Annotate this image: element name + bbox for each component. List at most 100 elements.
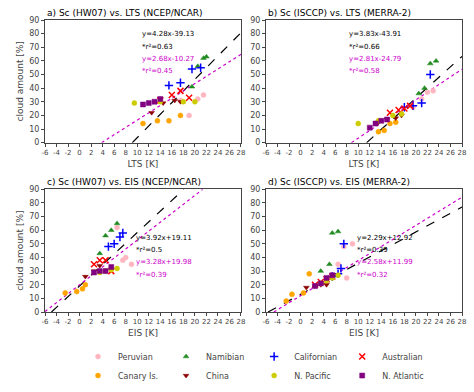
svg-text:28: 28: [458, 318, 467, 326]
svg-text:80: 80: [250, 199, 260, 208]
svg-text:China: China: [206, 372, 229, 381]
svg-text:12: 12: [365, 318, 374, 326]
svg-text:24: 24: [434, 318, 443, 326]
svg-text:20: 20: [411, 149, 420, 157]
svg-text:0: 0: [77, 149, 81, 157]
svg-text:cloud amount [%]: cloud amount [%]: [15, 210, 25, 290]
svg-text:0: 0: [255, 138, 260, 147]
svg-text:8: 8: [344, 318, 348, 326]
svg-text:90: 90: [250, 16, 260, 25]
svg-text:18: 18: [400, 149, 409, 157]
svg-text:10: 10: [354, 318, 363, 326]
svg-text:8: 8: [123, 149, 127, 157]
svg-text:Californian: Californian: [294, 353, 337, 362]
svg-text:LTS [K]: LTS [K]: [349, 159, 380, 169]
svg-text:y=3.28x+19.98: y=3.28x+19.98: [136, 258, 192, 266]
svg-text:20: 20: [250, 111, 260, 120]
svg-text:18: 18: [400, 318, 409, 326]
svg-text:*r²=0.39: *r²=0.39: [136, 271, 167, 279]
svg-text:*r²=0.66: *r²=0.66: [349, 43, 380, 51]
svg-text:-2: -2: [286, 318, 293, 326]
svg-text:14: 14: [377, 149, 386, 157]
svg-text:0: 0: [255, 308, 260, 317]
svg-text:Australian: Australian: [382, 353, 422, 362]
svg-text:12: 12: [144, 318, 153, 326]
svg-text:-2: -2: [286, 149, 293, 157]
svg-text:0: 0: [34, 138, 39, 147]
svg-text:-2: -2: [65, 318, 72, 326]
svg-text:30: 30: [250, 98, 260, 107]
svg-text:30: 30: [29, 267, 39, 276]
svg-text:4: 4: [321, 318, 326, 326]
svg-text:*r²=0.39: *r²=0.39: [357, 246, 388, 254]
svg-text:y=3.92x+19.11: y=3.92x+19.11: [136, 234, 192, 242]
svg-text:10: 10: [133, 318, 142, 326]
svg-text:70: 70: [250, 212, 260, 221]
svg-text:y=2.58x+11.99: y=2.58x+11.99: [357, 258, 413, 266]
svg-text:26: 26: [446, 149, 455, 157]
svg-text:6: 6: [112, 318, 117, 326]
svg-text:6: 6: [333, 149, 338, 157]
svg-text:26: 26: [225, 318, 234, 326]
svg-text:*r²=0.5: *r²=0.5: [136, 246, 162, 254]
svg-text:c) Sc (HW07) vs. EIS (NCEP/NCA: c) Sc (HW07) vs. EIS (NCEP/NCAR): [47, 177, 201, 187]
svg-text:24: 24: [213, 149, 222, 157]
svg-text:0: 0: [298, 318, 302, 326]
svg-text:40: 40: [250, 253, 260, 262]
svg-text:20: 20: [190, 318, 199, 326]
svg-text:4: 4: [100, 318, 105, 326]
svg-text:28: 28: [237, 149, 246, 157]
svg-text:18: 18: [179, 318, 188, 326]
svg-text:70: 70: [250, 43, 260, 52]
svg-text:EIS [K]: EIS [K]: [349, 328, 379, 338]
svg-text:40: 40: [29, 84, 39, 93]
svg-text:a) Sc (HW07) vs. LTS (NCEP/NCA: a) Sc (HW07) vs. LTS (NCEP/NCAR): [47, 8, 203, 18]
svg-text:20: 20: [411, 318, 420, 326]
svg-text:8: 8: [344, 149, 348, 157]
svg-text:30: 30: [29, 98, 39, 107]
svg-text:d) Sc (ISCCP) vs. EIS (MERRA-2: d) Sc (ISCCP) vs. EIS (MERRA-2): [268, 177, 410, 187]
svg-text:28: 28: [458, 149, 467, 157]
svg-text:14: 14: [156, 318, 165, 326]
svg-text:50: 50: [29, 240, 39, 249]
svg-text:-2: -2: [65, 149, 72, 157]
svg-text:-4: -4: [274, 149, 282, 157]
svg-text:0: 0: [34, 308, 39, 317]
svg-text:Canary Is.: Canary Is.: [118, 372, 158, 381]
svg-text:50: 50: [250, 240, 260, 249]
svg-text:2: 2: [310, 318, 314, 326]
svg-text:N. Atlantic: N. Atlantic: [382, 372, 424, 381]
svg-text:0: 0: [298, 149, 302, 157]
svg-text:*r²=0.32: *r²=0.32: [357, 271, 388, 279]
svg-text:10: 10: [133, 149, 142, 157]
svg-text:10: 10: [250, 125, 260, 134]
svg-text:*r²=0.58: *r²=0.58: [349, 67, 380, 75]
svg-text:y=2.68x-10.27: y=2.68x-10.27: [142, 55, 194, 63]
svg-text:24: 24: [213, 318, 222, 326]
svg-text:8: 8: [123, 318, 127, 326]
svg-text:Namibian: Namibian: [206, 353, 244, 362]
svg-text:12: 12: [144, 149, 153, 157]
svg-text:6: 6: [333, 318, 338, 326]
svg-text:y=3.83x-43.91: y=3.83x-43.91: [349, 30, 401, 38]
svg-text:2: 2: [310, 149, 314, 157]
svg-text:10: 10: [250, 294, 260, 303]
svg-text:80: 80: [250, 29, 260, 38]
svg-text:22: 22: [423, 318, 432, 326]
svg-text:80: 80: [29, 29, 39, 38]
svg-text:N. Pacific: N. Pacific: [294, 372, 331, 381]
svg-text:40: 40: [250, 84, 260, 93]
svg-text:40: 40: [29, 253, 39, 262]
svg-text:50: 50: [29, 70, 39, 79]
svg-text:70: 70: [29, 43, 39, 52]
svg-text:-4: -4: [53, 149, 61, 157]
svg-text:-4: -4: [53, 318, 61, 326]
svg-text:28: 28: [237, 318, 246, 326]
svg-text:16: 16: [167, 318, 176, 326]
svg-text:EIS [K]: EIS [K]: [128, 328, 158, 338]
svg-text:-6: -6: [263, 318, 271, 326]
svg-text:26: 26: [446, 318, 455, 326]
svg-text:90: 90: [29, 16, 39, 25]
svg-text:24: 24: [434, 149, 443, 157]
svg-text:22: 22: [202, 318, 211, 326]
